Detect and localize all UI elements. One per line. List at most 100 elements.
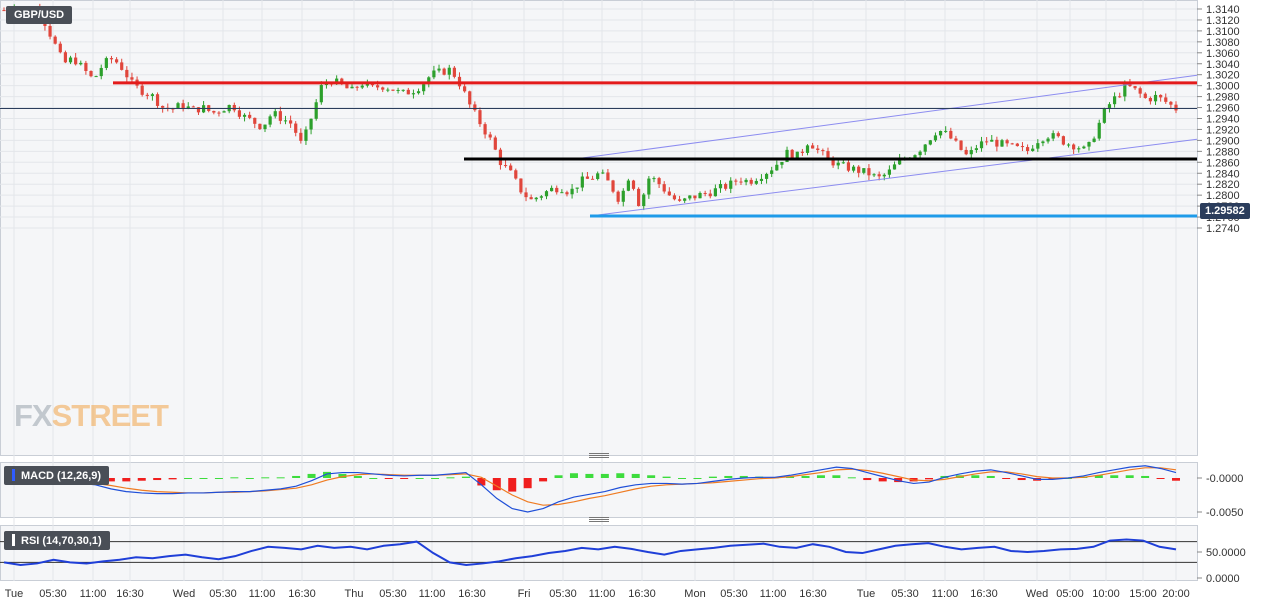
macd-histogram-bar [878,478,887,482]
macd-histogram-bar [369,478,378,479]
price-tick-label: 1.2900 [1206,135,1240,147]
macd-histogram-bar [847,477,856,479]
price-tick-label: 1.2960 [1206,103,1240,115]
macd-histogram-bar [693,478,702,479]
macd-histogram-bar [245,478,254,479]
candle-body [949,130,953,139]
candle-body [918,151,922,156]
symbol-tag[interactable]: GBP/USD [6,6,73,24]
time-tick-label: Wed [1026,588,1048,600]
candle-body [314,102,318,119]
candle-body [780,161,784,165]
macd-histogram-bar [816,475,825,478]
pane-resize-handle-1[interactable] [589,453,609,458]
macd-legend[interactable]: MACD (12,26,9) [4,466,110,485]
macd-histogram-bar [322,471,331,478]
price-tick-label: 1.2920 [1206,124,1240,136]
candle-body [89,71,93,77]
candle-body [381,87,385,90]
candle-body [355,86,359,88]
candle-body [749,179,753,184]
candle-body [120,62,124,70]
candle-body [283,120,288,122]
candle-body [616,191,620,202]
candle-body [1174,104,1178,111]
candle-body [846,162,851,171]
candle-body [514,170,518,179]
price-tick-label: 1.3140 [1206,4,1240,16]
price-tick-label: 1.2740 [1206,223,1240,235]
candle-body [1087,141,1091,147]
macd-histogram-bar [292,475,301,478]
candle-body [1041,141,1045,144]
candle-body [590,178,595,180]
candle-body [959,140,963,150]
candle-body [555,187,559,193]
rsi-legend[interactable]: RSI (14,70,30,1) [4,531,110,550]
time-tick-label: Mon [684,588,705,600]
grid [0,0,1197,581]
time-tick-label: 16:30 [799,588,827,600]
candle-body [53,36,57,44]
time-tick-label: 20:00 [1162,588,1190,600]
macd-histogram-bar [539,478,548,482]
candle-body [509,165,513,171]
candle-body [99,67,103,77]
price-tick-label: 1.2940 [1206,114,1240,126]
candle-body [406,89,410,95]
macd-tick-label: -0.0000 [1206,473,1243,485]
candle-body [1031,148,1035,151]
candle-body [2,10,6,12]
candle-body [759,178,764,181]
watermark-street: STREET [51,398,169,433]
macd-histogram-bar [832,475,841,478]
candle-body [1138,88,1142,94]
macd-histogram-bar [508,478,517,492]
macd-histogram-bar [616,473,625,478]
watermark-fx: FX [14,398,53,433]
time-tick-label: 11:00 [249,588,276,600]
candle-body [585,176,590,179]
candle-body [217,112,221,114]
candle-body [785,149,789,162]
macd-histogram-bar [477,478,486,486]
time-tick-label: 05:30 [549,588,577,600]
macd-histogram-bar [925,478,934,480]
candle-body [140,85,144,95]
x-axis-labels: Tue 05:30 11:00 16:30 Wed 05:30 11:00 16:30 Thu 0… [5,588,1190,600]
candle-body [703,192,707,194]
macd-histogram-bar [1017,478,1026,481]
macd-histogram-bar [647,475,656,478]
candle-body [473,104,477,111]
candle-body [990,139,994,142]
candle-body [913,155,917,159]
candle-body [601,172,605,174]
macd-histogram-bar [739,475,748,478]
candle-body [232,104,236,111]
candle-body [74,57,78,65]
macd-histogram-bar [446,477,455,479]
candle-body [1102,108,1106,123]
candle-body [739,181,743,183]
macd-line [79,465,1177,513]
y-axis-labels: 1.31401.31201.31001.30801.30601.30401.30… [1197,4,1246,585]
price-tick-label: 1.3000 [1206,81,1240,93]
candle-body [892,164,897,170]
candle-body [335,78,339,85]
candle-body [596,173,600,179]
candle-body [657,178,661,185]
macd-histogram-bar [122,478,131,482]
candle-body [611,180,615,192]
macd-histogram-bar [153,478,162,481]
macd-histogram-bar [415,478,424,479]
macd-histogram-bar [1125,475,1134,478]
candle-body [248,114,252,118]
candle-body [790,149,794,158]
candle-body [1159,94,1163,98]
macd-histogram-bar [678,478,687,479]
candle-body [898,158,902,165]
candle-body [544,191,549,197]
macd-histogram-bar [199,478,208,479]
pane-resize-handle-2[interactable] [589,517,609,522]
